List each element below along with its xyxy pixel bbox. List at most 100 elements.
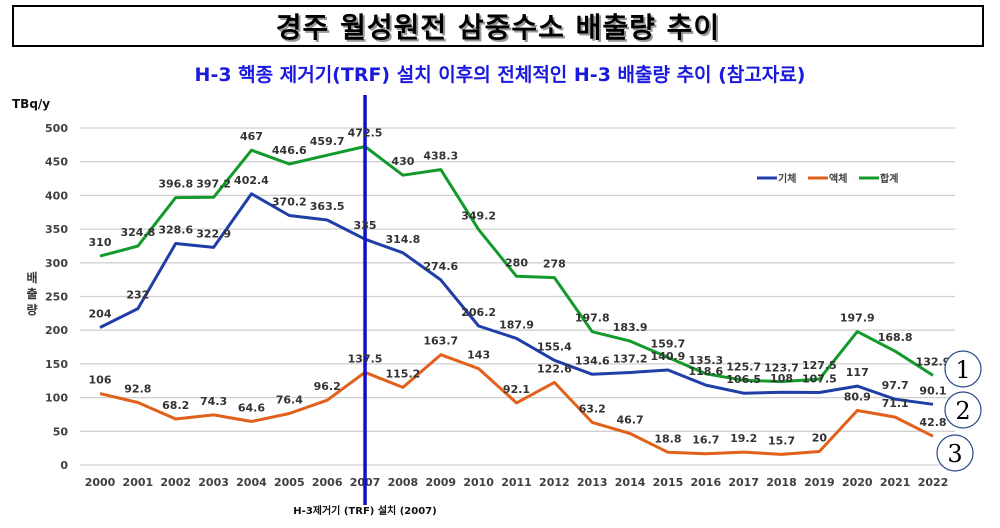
data-label: 108 xyxy=(770,372,793,385)
data-label: 143 xyxy=(467,349,490,362)
title-box: 경주 월성원전 삼중수소 배출량 추이 xyxy=(12,5,984,47)
data-label: 278 xyxy=(543,258,566,271)
x-tick-label: 2004 xyxy=(236,476,267,489)
data-label: 204 xyxy=(89,308,112,321)
data-label: 16.7 xyxy=(692,434,719,447)
x-tick-label: 2002 xyxy=(160,476,191,489)
data-label: 18.8 xyxy=(654,432,681,445)
data-label: 115.2 xyxy=(386,367,421,380)
data-label: 197.8 xyxy=(575,312,610,325)
y-tick-label: 200 xyxy=(45,324,68,337)
y-tick-label: 50 xyxy=(53,425,69,438)
x-tick-label: 2008 xyxy=(388,476,419,489)
x-tick-label: 2013 xyxy=(577,476,608,489)
data-label: 74.3 xyxy=(200,395,227,408)
x-tick-label: 2017 xyxy=(728,476,759,489)
y-axis-label-char: 배 xyxy=(26,270,37,285)
data-label: 96.2 xyxy=(314,380,341,393)
circled-annotations: 1 2 3 xyxy=(936,350,982,472)
annotation-number: 1 xyxy=(955,356,970,384)
data-label: 322.9 xyxy=(196,227,231,240)
x-tick-label: 2015 xyxy=(653,476,684,489)
data-label: 155.4 xyxy=(537,340,572,353)
data-label: 20 xyxy=(812,432,828,445)
data-label: 137.5 xyxy=(348,352,383,365)
data-label: 106.5 xyxy=(726,373,761,386)
x-tick-label: 2006 xyxy=(312,476,343,489)
data-label: 64.6 xyxy=(238,401,265,414)
data-label: 324.8 xyxy=(120,226,155,239)
y-axis-label-char: 출 xyxy=(26,286,37,301)
data-label: 232 xyxy=(126,289,149,302)
data-label: 183.9 xyxy=(613,321,648,334)
data-label: 206.2 xyxy=(461,306,496,319)
data-label: 430 xyxy=(391,155,414,168)
data-label: 187.9 xyxy=(499,318,534,331)
data-label: 117 xyxy=(846,366,869,379)
data-label: 135.3 xyxy=(688,354,723,367)
data-label: 397.2 xyxy=(196,177,231,190)
x-tick-label: 2011 xyxy=(501,476,532,489)
data-label: 19.2 xyxy=(730,432,757,445)
data-label: 118.6 xyxy=(688,365,723,378)
data-label: 310 xyxy=(89,236,112,249)
series-line-액체 xyxy=(99,353,934,456)
y-tick-label: 500 xyxy=(45,122,68,135)
x-tick-label: 2022 xyxy=(918,476,949,489)
data-label: 80.9 xyxy=(844,390,871,403)
x-tick-label: 2001 xyxy=(123,476,154,489)
data-label: 63.2 xyxy=(579,402,606,415)
series-lines xyxy=(99,145,934,456)
annotation-circle xyxy=(944,350,982,388)
data-label: 46.7 xyxy=(617,414,644,427)
data-label: 363.5 xyxy=(310,200,345,213)
x-tick-label: 2000 xyxy=(85,476,116,489)
data-label: 328.6 xyxy=(158,224,193,237)
x-tick-label: 2010 xyxy=(463,476,494,489)
x-tick-label: 2009 xyxy=(425,476,456,489)
y-tick-label: 400 xyxy=(45,189,68,202)
data-label: 127.5 xyxy=(802,359,837,372)
data-label: 459.7 xyxy=(310,135,345,148)
x-tick-label: 2019 xyxy=(804,476,835,489)
y-axis-label: 배출량 xyxy=(26,270,37,317)
x-tick-label: 2016 xyxy=(691,476,722,489)
y-tick-label: 100 xyxy=(45,392,68,405)
data-label: 314.8 xyxy=(386,233,421,246)
x-axis-ticks: 2000200120022003200420052006200720082009… xyxy=(85,476,949,489)
x-tick-label: 2018 xyxy=(766,476,797,489)
trf-install-marker: H-3제거기 (TRF) 설치 (2007) xyxy=(293,95,437,517)
data-label: 92.8 xyxy=(124,382,151,395)
y-tick-label: 250 xyxy=(45,291,68,304)
data-label: 68.2 xyxy=(162,399,189,412)
data-label: 106 xyxy=(89,374,112,387)
data-label: 107.5 xyxy=(802,373,837,386)
annotation-circle xyxy=(936,434,974,472)
x-tick-label: 2014 xyxy=(615,476,646,489)
y-tick-label: 450 xyxy=(45,156,68,169)
y-axis-ticks: 0 50 100 150 200 250 300 350 400 450 500 xyxy=(45,122,68,472)
data-label: 163.7 xyxy=(423,335,458,348)
data-label: 274.6 xyxy=(423,260,458,273)
annotation-number: 3 xyxy=(947,440,962,468)
legend-label-합계: 합계 xyxy=(880,172,898,185)
x-tick-label: 2020 xyxy=(842,476,873,489)
data-label: 92.1 xyxy=(503,383,530,396)
data-label: 123.7 xyxy=(764,362,799,375)
data-label: 438.3 xyxy=(423,150,458,163)
data-label: 396.8 xyxy=(158,178,193,191)
data-label: 122.6 xyxy=(537,362,572,375)
x-tick-label: 2003 xyxy=(198,476,229,489)
x-tick-label: 2012 xyxy=(539,476,570,489)
legend-label-액체: 액체 xyxy=(829,172,847,185)
data-label: 76.4 xyxy=(276,394,303,407)
annotation-circle xyxy=(944,391,982,429)
legend: 기체 액체 합계 xyxy=(757,172,898,185)
data-label: 125.7 xyxy=(726,360,761,373)
data-label: 472.5 xyxy=(348,127,383,140)
trf-marker-label: H-3제거기 (TRF) 설치 (2007) xyxy=(293,504,436,517)
data-label: 168.8 xyxy=(878,331,913,344)
data-label: 90.1 xyxy=(919,384,946,397)
